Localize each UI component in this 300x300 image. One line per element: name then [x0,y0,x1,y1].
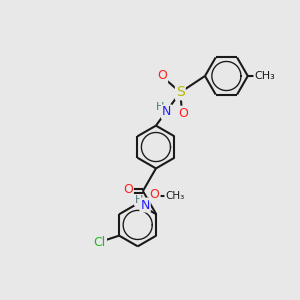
Text: O: O [150,188,160,201]
Text: N: N [162,106,171,118]
Text: H: H [135,195,143,205]
Text: CH₃: CH₃ [254,71,275,81]
Text: Cl: Cl [94,236,106,249]
Text: N: N [140,199,150,212]
Text: S: S [176,85,185,99]
Text: O: O [157,69,167,82]
Text: O: O [123,183,133,196]
Text: H: H [156,103,164,112]
Text: CH₃: CH₃ [165,191,184,201]
Text: O: O [178,106,188,120]
